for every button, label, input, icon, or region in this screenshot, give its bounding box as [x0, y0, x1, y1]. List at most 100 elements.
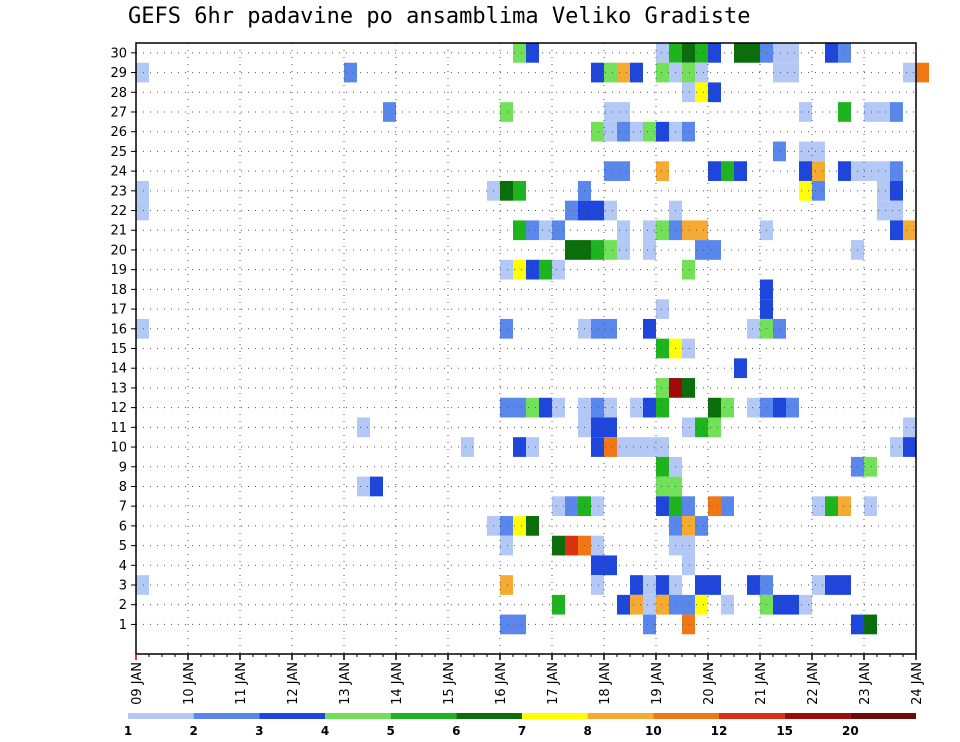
precip-cell — [890, 161, 903, 181]
precip-cell — [656, 62, 669, 83]
precip-cell — [877, 102, 890, 122]
legend-label: 10 — [645, 724, 662, 738]
precip-cell — [890, 102, 903, 122]
precip-cell — [552, 397, 565, 418]
precip-cell — [838, 161, 851, 181]
precip-cell — [747, 397, 760, 418]
x-tick-label: 21 JAN — [754, 662, 769, 705]
precip-cell — [877, 180, 890, 201]
y-tick-label: 16 — [110, 322, 127, 337]
y-tick-label: 23 — [110, 184, 127, 199]
precip-cell — [812, 161, 825, 181]
y-tick-label: 8 — [119, 480, 127, 495]
precip-cell — [604, 318, 617, 339]
precip-cell — [708, 43, 721, 63]
precip-cell — [721, 161, 734, 181]
precip-cell — [656, 121, 669, 142]
legend-swatch — [653, 713, 719, 719]
precip-cell — [786, 397, 799, 418]
precip-cell — [136, 62, 149, 83]
legend-swatch — [587, 713, 654, 719]
precip-cell — [864, 456, 877, 477]
precip-cell — [617, 240, 630, 260]
y-tick-label: 3 — [119, 579, 127, 594]
precip-cell — [526, 43, 539, 63]
y-tick-label: 1 — [119, 618, 127, 633]
precip-cell — [591, 437, 604, 457]
precip-cell — [513, 180, 526, 201]
precip-cell — [500, 575, 513, 595]
precip-cell — [682, 121, 695, 142]
precip-cell — [682, 555, 695, 576]
precip-cell — [773, 397, 786, 418]
precip-cell — [890, 200, 903, 221]
precip-cell — [721, 397, 734, 418]
precip-cell — [695, 575, 708, 595]
precip-cell — [591, 240, 604, 260]
precip-cell — [864, 102, 877, 122]
legend-swatch — [259, 713, 325, 719]
precip-cell — [812, 496, 825, 517]
precip-cell — [682, 338, 695, 359]
precip-cell — [617, 62, 630, 83]
precip-cell — [526, 437, 539, 457]
y-tick-label: 28 — [110, 86, 127, 101]
precip-cell — [682, 82, 695, 103]
y-tick-label: 25 — [110, 145, 127, 160]
precip-cell — [734, 43, 747, 63]
y-tick-label: 2 — [119, 598, 127, 613]
precip-cell — [708, 417, 721, 438]
precip-cell — [773, 43, 786, 63]
precip-cell — [799, 180, 812, 201]
precip-cell — [604, 200, 617, 221]
precip-cell — [682, 535, 695, 556]
precip-cell — [513, 259, 526, 280]
x-tick-label: 20 JAN — [702, 662, 717, 705]
precip-cell — [591, 121, 604, 142]
precip-cell — [617, 594, 630, 615]
precip-cell — [500, 318, 513, 339]
precip-cell — [799, 594, 812, 615]
precip-cell — [721, 496, 734, 517]
precip-cell — [903, 417, 916, 438]
precip-cell — [864, 161, 877, 181]
x-tick-label: 16 JAN — [494, 662, 509, 705]
precip-cell — [695, 62, 708, 83]
y-tick-label: 4 — [119, 559, 127, 574]
precip-cell — [630, 437, 643, 457]
legend-swatch — [784, 713, 851, 719]
precip-cell — [682, 378, 695, 398]
precip-cell — [604, 62, 617, 83]
precip-cell — [513, 614, 526, 635]
precip-cell — [565, 535, 578, 556]
precip-cell — [526, 220, 539, 241]
precip-cell — [877, 200, 890, 221]
precip-cell — [656, 338, 669, 359]
precip-cell — [656, 378, 669, 398]
precip-cell — [812, 141, 825, 162]
precip-cell — [552, 259, 565, 280]
y-tick-label: 30 — [110, 46, 127, 61]
precip-cell — [500, 259, 513, 280]
precip-cell — [591, 575, 604, 595]
y-tick-label: 12 — [110, 401, 127, 416]
precip-cell — [656, 397, 669, 418]
y-tick-label: 11 — [110, 421, 127, 436]
precip-cell — [513, 516, 526, 536]
precip-cell — [643, 220, 656, 241]
precip-cell — [864, 496, 877, 517]
precip-cell — [526, 516, 539, 536]
precip-cell — [708, 575, 721, 595]
precip-cell — [708, 397, 721, 418]
precip-cell — [643, 397, 656, 418]
precip-cell — [461, 437, 474, 457]
precip-cell — [734, 161, 747, 181]
y-tick-label: 29 — [110, 66, 127, 81]
precip-cell — [136, 180, 149, 201]
precip-cell — [136, 575, 149, 595]
x-tick-label: 09 JAN — [130, 662, 145, 705]
legend-label: 5 — [386, 724, 394, 738]
precip-cell — [682, 259, 695, 280]
precip-cell — [695, 516, 708, 536]
chart-title: GEFS 6hr padavine po ansamblima Veliko G… — [128, 4, 751, 29]
